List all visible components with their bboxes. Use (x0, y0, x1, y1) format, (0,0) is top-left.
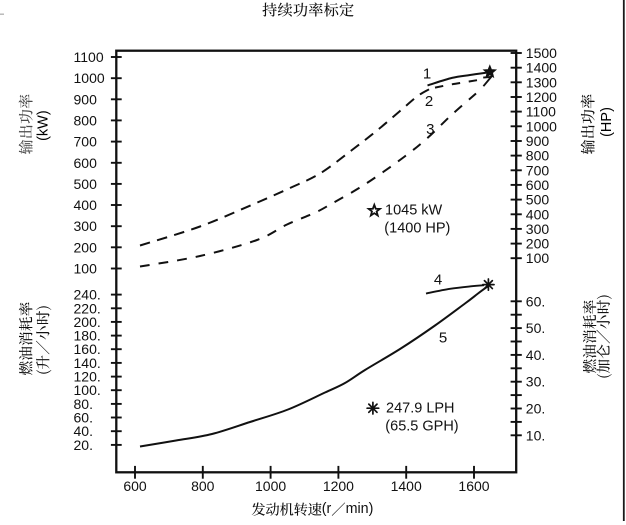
svg-text:400: 400 (74, 197, 98, 213)
svg-text:800: 800 (191, 478, 215, 494)
svg-text:60.: 60. (526, 293, 545, 309)
svg-text:200: 200 (74, 239, 98, 255)
svg-text:900: 900 (526, 133, 550, 149)
svg-text:80.: 80. (74, 396, 93, 412)
svg-text:220.: 220. (74, 300, 101, 316)
svg-text:1100: 1100 (526, 104, 556, 120)
svg-text:40.: 40. (74, 423, 93, 439)
svg-text:247.9 LPH: 247.9 LPH (386, 401, 455, 417)
svg-text:240.: 240. (74, 287, 101, 303)
svg-text:20.: 20. (526, 401, 545, 417)
svg-text:900: 900 (74, 91, 98, 107)
svg-text:20.: 20. (74, 437, 93, 453)
svg-text:1400: 1400 (391, 478, 422, 494)
svg-text:1100: 1100 (74, 49, 104, 65)
svg-text:200.: 200. (74, 314, 101, 330)
svg-text:(65.5 GPH): (65.5 GPH) (385, 418, 458, 434)
svg-text:2: 2 (425, 93, 433, 110)
svg-text:1: 1 (423, 65, 431, 82)
svg-text:1500: 1500 (526, 45, 557, 61)
svg-text:100: 100 (74, 261, 98, 277)
svg-text:700: 700 (74, 134, 98, 150)
svg-text:300: 300 (74, 218, 98, 234)
svg-text:1400: 1400 (526, 60, 557, 76)
svg-text:1300: 1300 (526, 74, 557, 90)
svg-text:100: 100 (526, 250, 550, 266)
svg-text:1000: 1000 (74, 70, 105, 86)
svg-text:min): min) (346, 501, 374, 517)
svg-text:600: 600 (526, 177, 550, 193)
svg-text:(1400 HP): (1400 HP) (384, 220, 450, 236)
svg-text:500: 500 (526, 192, 550, 208)
svg-text:1200: 1200 (526, 89, 557, 105)
svg-text:1000: 1000 (255, 478, 286, 494)
svg-text:600: 600 (123, 478, 147, 494)
svg-text:600: 600 (74, 155, 98, 171)
svg-text:400: 400 (526, 206, 550, 222)
svg-text:200: 200 (526, 236, 550, 252)
svg-text:50.: 50. (526, 320, 545, 336)
svg-text:1200: 1200 (323, 478, 354, 494)
svg-text:40.: 40. (526, 347, 545, 363)
svg-text:30.: 30. (526, 374, 545, 390)
svg-text:800: 800 (74, 112, 98, 128)
svg-text:700: 700 (526, 162, 550, 178)
svg-text:500: 500 (74, 176, 98, 192)
svg-text:100.: 100. (74, 382, 101, 398)
svg-text:3: 3 (426, 121, 434, 138)
svg-text:5: 5 (439, 329, 447, 346)
svg-text:800: 800 (526, 148, 550, 164)
svg-text:1045 kW: 1045 kW (385, 203, 443, 219)
svg-text:140.: 140. (74, 355, 101, 371)
svg-text:160.: 160. (74, 341, 101, 357)
svg-text:1600: 1600 (458, 478, 489, 494)
svg-text:(kW): (kW) (36, 110, 52, 141)
svg-text:300: 300 (526, 221, 550, 237)
svg-text:(HP): (HP) (599, 107, 615, 137)
svg-text:120.: 120. (74, 369, 101, 385)
svg-text:60.: 60. (74, 410, 93, 426)
svg-text:180.: 180. (74, 328, 101, 344)
svg-text:1000: 1000 (526, 118, 557, 134)
svg-text:10.: 10. (526, 427, 545, 443)
svg-text:4: 4 (434, 271, 442, 288)
svg-text:(r: (r (322, 501, 332, 517)
